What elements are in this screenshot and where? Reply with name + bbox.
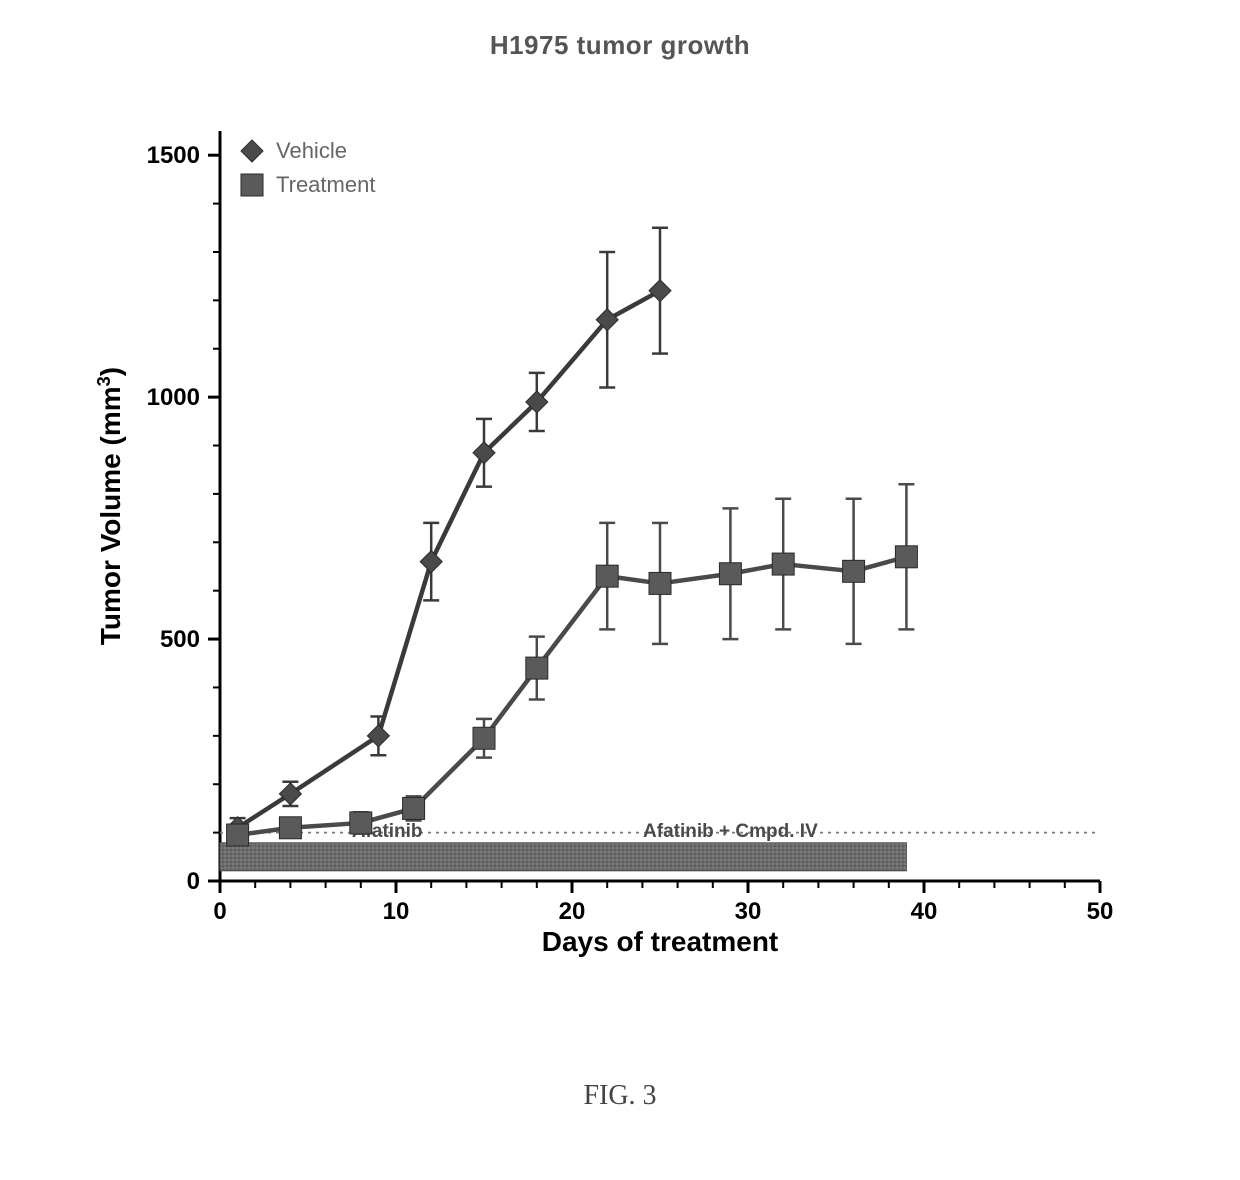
legend-label-treatment: Treatment: [276, 172, 375, 197]
figure-container: H1975 tumor growth 010203040500500100015…: [80, 30, 1160, 971]
phase-label: Afatinib + Cmpd. IV: [643, 821, 818, 842]
y-tick-label: 1500: [147, 142, 200, 169]
y-tick-label: 0: [187, 868, 200, 895]
tumor-growth-chart: 01020304050050010001500Days of treatment…: [80, 91, 1160, 971]
y-axis-label: Tumor Volume (mm3): [94, 367, 126, 645]
legend-label-vehicle: Vehicle: [276, 138, 347, 163]
x-tick-label: 0: [213, 898, 226, 925]
x-tick-label: 30: [735, 898, 762, 925]
chart-title: H1975 tumor growth: [80, 30, 1160, 61]
x-axis-label: Days of treatment: [542, 926, 779, 957]
series-treatment: [227, 484, 918, 846]
series-vehicle: [227, 228, 671, 839]
legend: Vehicle Treatment: [241, 138, 375, 197]
x-tick-label: 10: [383, 898, 410, 925]
treatment-bar: [220, 843, 906, 871]
y-tick-label: 500: [160, 626, 200, 653]
x-tick-label: 20: [559, 898, 586, 925]
y-tick-label: 1000: [147, 384, 200, 411]
x-tick-label: 40: [911, 898, 938, 925]
x-tick-label: 50: [1087, 898, 1114, 925]
figure-caption: FIG. 3: [0, 1080, 1240, 1112]
